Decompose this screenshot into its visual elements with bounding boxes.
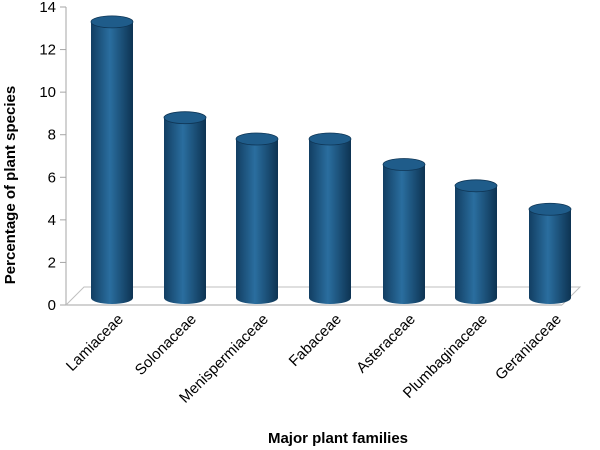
bar (528, 202, 572, 304)
x-category-label: Fabaceae (286, 311, 345, 370)
bar (163, 111, 207, 304)
x-axis-title: Major plant families (268, 430, 408, 447)
bar-body (529, 209, 571, 304)
bar (382, 158, 426, 304)
bars (90, 15, 572, 305)
x-category-label: Geraniaceae (492, 311, 565, 384)
bar (308, 132, 352, 304)
y-tick-label: 12 (39, 42, 56, 59)
y-tick-label: 0 (48, 297, 56, 314)
bar (454, 179, 498, 304)
bar-top (90, 15, 134, 29)
bar-top (163, 111, 207, 125)
bar-body (91, 21, 133, 305)
x-category-label: Lamiaceae (63, 311, 127, 375)
bar (235, 132, 279, 304)
y-tick-label: 14 (39, 0, 56, 16)
y-tick-label: 8 (48, 127, 56, 144)
bar-top (382, 158, 426, 171)
bar-body (164, 117, 206, 304)
bar-top (308, 132, 352, 146)
bar-body (236, 138, 278, 304)
y-tick-label: 6 (48, 169, 56, 186)
y-tick-label: 10 (39, 84, 56, 101)
y-axis-title: Percentage of plant species (2, 86, 19, 284)
bar-body (455, 185, 497, 304)
bar-top (528, 202, 572, 216)
bar (90, 15, 134, 305)
y-tick-label: 2 (48, 254, 56, 271)
x-category-label: Solonaceae (132, 311, 200, 379)
y-tick-label: 4 (48, 212, 56, 229)
x-category-label: Asteraceae (353, 311, 419, 377)
bar-body (383, 164, 425, 304)
y-axis-ticks: 0 2 4 6 8 10 12 14 (39, 0, 66, 314)
bar-top (235, 132, 279, 146)
bar-top (454, 179, 498, 193)
bar-body (309, 138, 351, 304)
